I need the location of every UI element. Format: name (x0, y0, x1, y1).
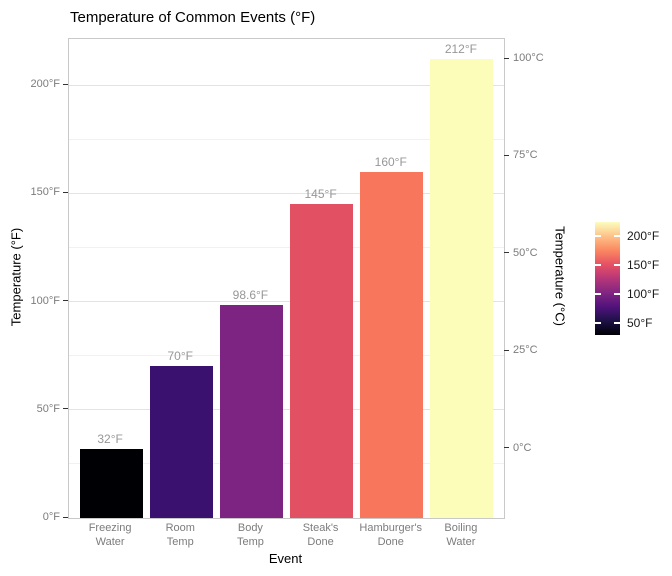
x-tick-label: Room Temp (135, 521, 225, 549)
colorbar-tick (595, 322, 601, 324)
gridline-major (69, 409, 504, 411)
x-tick-label-line: Done (377, 536, 404, 548)
y-axis-title-left: Temperature (°F) (8, 227, 24, 327)
bar (149, 366, 213, 518)
bar (219, 304, 283, 518)
colorbar-tick (595, 235, 601, 237)
x-tick-label-line: Water (446, 536, 476, 548)
y-tick-label-left: 200°F (30, 78, 60, 90)
bar-value-label: 145°F (304, 187, 337, 202)
y-tick-mark-left (63, 191, 68, 193)
legend-label: 50°F (627, 316, 653, 330)
bar-value-label: 212°F (444, 42, 477, 57)
x-tick-label: Steak's Done (276, 521, 366, 549)
gridline-minor (69, 246, 504, 248)
y-tick-mark-left (63, 408, 68, 410)
y-tick-label-right: 75°C (513, 149, 538, 162)
gridline-minor (69, 463, 504, 465)
y-tick-mark-right (504, 57, 509, 59)
x-tick-label-line: Steak's (302, 522, 339, 534)
y-tick-label-left: 0°F (42, 511, 60, 523)
x-tick-label-line: Temp (236, 536, 264, 548)
x-tick-label: Boiling Water (416, 521, 506, 549)
colorbar-tick (595, 264, 601, 266)
plot-panel (68, 38, 505, 519)
legend-label: 150°F (627, 258, 660, 272)
y-tick-label-right: 25°C (513, 344, 538, 357)
y-tick-label-right: 50°C (513, 246, 538, 259)
x-tick-label-line: Water (95, 536, 125, 548)
legend-label: 200°F (627, 229, 660, 243)
chart-title: Temperature of Common Events (°F) (70, 9, 316, 26)
y-tick-label-right: 0°C (513, 441, 532, 454)
y-tick-label-left: 150°F (30, 186, 60, 199)
y-tick-mark-left (63, 300, 68, 301)
colorbar-gradient (595, 222, 620, 335)
bar (360, 171, 424, 518)
bar-value-label: 70°F (167, 349, 193, 364)
bar-value-label: 98.6°F (232, 287, 269, 302)
bar (290, 204, 354, 518)
colorbar-tick (595, 293, 601, 295)
x-axis-title: Event (268, 551, 303, 566)
y-axis-title-right: Temperature (°C) (552, 226, 568, 326)
y-tick-mark-right (504, 154, 509, 156)
legend-label: 100°F (627, 287, 660, 301)
x-tick-label: Body Temp (205, 521, 295, 549)
x-tick-label-line: Done (307, 536, 334, 548)
gridline-minor (69, 355, 504, 357)
bar (430, 59, 494, 518)
x-tick-label-line: Freezing (88, 522, 132, 534)
colorbar-tick (614, 235, 620, 237)
gridline-minor (69, 138, 504, 140)
gridline-major (69, 192, 504, 194)
y-tick-mark-right (504, 447, 509, 449)
gridline-major (69, 301, 504, 302)
gridline-major (69, 84, 504, 86)
bar-value-label: 160°F (374, 154, 407, 169)
x-tick-label: Hamburger's Done (346, 521, 436, 549)
x-tick-label-line: Boiling (444, 522, 478, 534)
x-tick-label-line: Room (165, 522, 195, 534)
y-tick-mark-left (63, 516, 68, 518)
y-tick-mark-right (504, 252, 509, 254)
y-tick-label-left: 50°F (36, 402, 60, 415)
colorbar-tick (614, 264, 620, 266)
bar-value-label: 32°F (97, 431, 123, 446)
bar (79, 448, 143, 518)
y-tick-label-left: 100°F (30, 294, 60, 307)
colorbar-tick (614, 293, 620, 295)
y-tick-mark-left (63, 83, 68, 85)
x-tick-label-line: Body (237, 522, 263, 534)
x-tick-label: Freezing Water (65, 521, 155, 549)
x-tick-label-line: Hamburger's (359, 522, 423, 534)
colorbar-tick (614, 322, 620, 324)
x-tick-label-line: Temp (166, 536, 194, 548)
y-tick-mark-right (504, 349, 509, 351)
y-tick-label-right: 100°C (513, 52, 544, 65)
